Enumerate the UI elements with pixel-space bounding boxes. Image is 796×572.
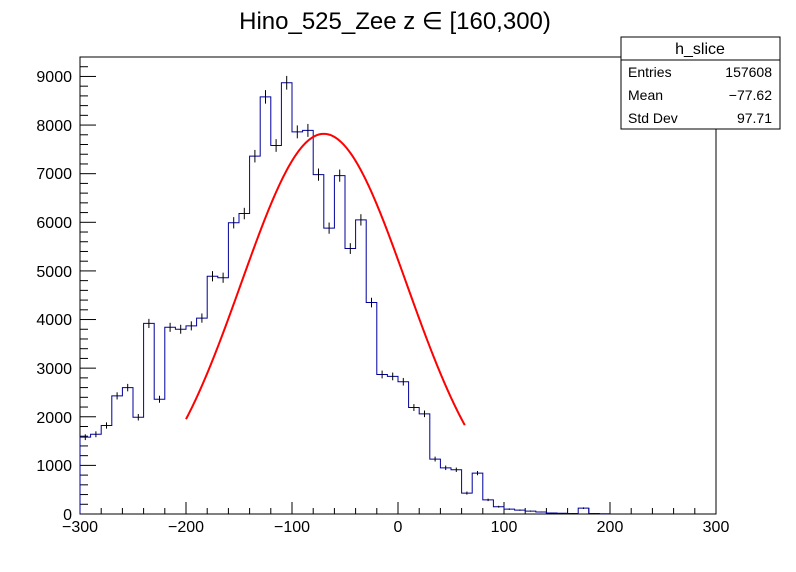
stats-label-std-dev: Std Dev (628, 110, 678, 126)
x-axis-tick-labels: −300 −200 −100 0 100 200 300 (62, 519, 729, 536)
y-tick-label: 1000 (36, 458, 72, 475)
stats-box: h_slice Entries 157608 Mean −77.62 Std D… (620, 36, 781, 130)
fit-curve (185, 132, 466, 426)
y-axis-tick-labels: 0 1000 2000 3000 4000 5000 6000 7000 800… (36, 69, 72, 524)
histogram-outline (79, 82, 611, 515)
stats-box-title: h_slice (675, 41, 725, 58)
y-tick-label: 0 (63, 507, 72, 524)
stats-value-std-dev: 97.71 (737, 110, 772, 126)
y-tick-label: 8000 (36, 118, 72, 135)
stats-value-mean: −77.62 (729, 87, 772, 103)
x-tick-label: 0 (394, 519, 403, 536)
y-tick-label: 9000 (36, 69, 72, 86)
stats-label-entries: Entries (628, 64, 672, 80)
y-tick-label: 5000 (36, 264, 72, 281)
fit-curve-group (185, 132, 466, 426)
x-tick-label: −100 (274, 519, 310, 536)
x-tick-label: −200 (168, 519, 204, 536)
y-tick-label: 4000 (36, 312, 72, 329)
y-tick-label: 2000 (36, 410, 72, 427)
y-tick-label: 3000 (36, 361, 72, 378)
stats-value-entries: 157608 (725, 64, 772, 80)
chart-title: Hino_525_Zee z ∈ [160,300) (239, 8, 551, 35)
y-tick-label: 6000 (36, 215, 72, 232)
histogram-bars (79, 75, 611, 515)
x-tick-label: 300 (703, 519, 730, 536)
x-tick-label: 100 (491, 519, 518, 536)
stats-box-frame (620, 36, 781, 130)
stats-label-mean: Mean (628, 87, 663, 103)
y-tick-label: 7000 (36, 166, 72, 183)
x-tick-label: 200 (597, 519, 624, 536)
x-tick-label: −300 (62, 519, 98, 536)
